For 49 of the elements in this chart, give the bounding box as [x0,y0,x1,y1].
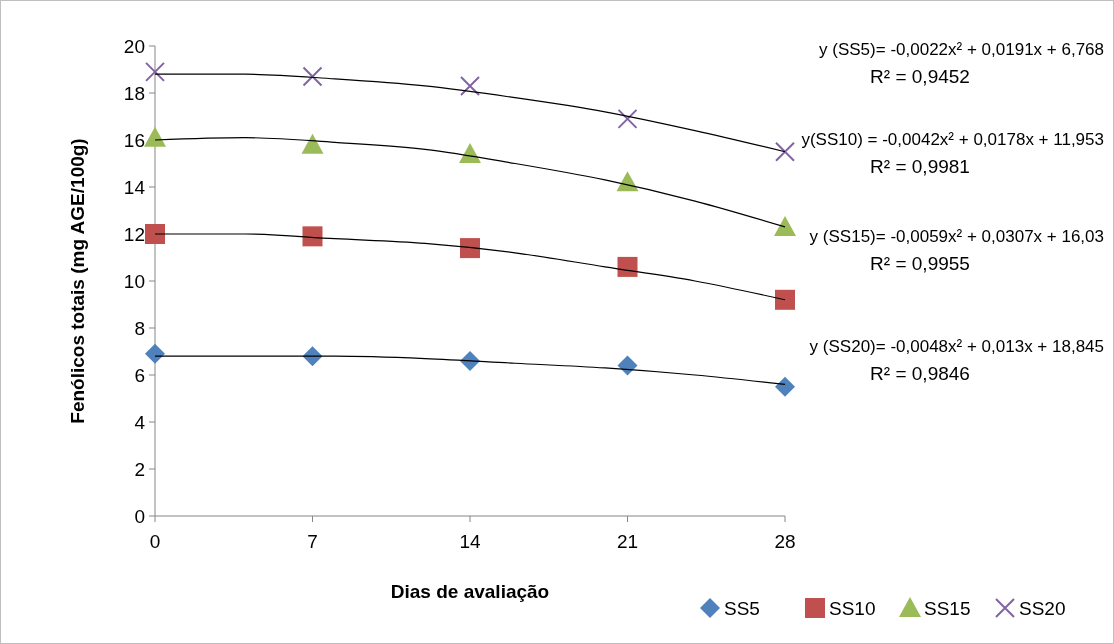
point [302,66,323,87]
x-axis-title: Dias de avaliação [390,581,550,602]
point [617,355,638,376]
point [460,238,480,259]
legend-label: SS15 [924,597,971,619]
legend-label: SS10 [829,597,876,619]
y-tick-label: 12 [123,223,145,245]
point [617,256,638,277]
y-tick-label: 8 [134,317,145,339]
text: R² = 0,9981 [870,156,970,177]
point [301,133,324,154]
text: y (SS15)= -0,0059x² + 0,0307x + 16,03 [809,227,1104,246]
y-tick-label: 2 [134,458,145,480]
x-tick-label: 14 [459,531,481,552]
y-tick-label: 16 [123,129,145,151]
y-tick-label: 0 [134,505,145,527]
text: y (SS20)= -0,0048x² + 0,013x + 18,845 [809,337,1104,356]
y-tick-label: 4 [134,411,146,433]
legend-label: SS20 [1019,597,1066,619]
line-series [154,73,786,153]
y-tick-label: 20 [123,35,145,57]
text: R² = 0,9955 [870,253,970,274]
x-tick-label: 0 [149,531,161,552]
point [302,226,323,247]
point [145,61,165,82]
x-tick-label: 7 [307,531,318,552]
point [617,108,638,129]
text: y(SS10) = -0,0042x² + 0,0178x + 11,953 [801,130,1104,149]
y-tick-label: 18 [123,82,145,104]
x-tick-label: 21 [616,531,639,552]
y-tick-label: 6 [134,364,145,386]
text: R² = 0,9452 [870,66,970,87]
point [144,126,166,147]
y-tick-label: 14 [123,176,146,198]
point [775,141,795,162]
point [302,346,323,367]
y-tick-label: 10 [123,270,145,292]
text: R² = 0,9846 [870,363,970,384]
x-tick-label: 28 [774,531,796,552]
point [774,215,796,236]
point [459,143,481,164]
legend-label: SS5 [724,597,760,619]
point [775,376,795,397]
point [460,75,480,96]
point [145,224,165,244]
text: y (SS5)= -0,0022x² + 0,0191x + 6,768 [819,40,1104,59]
point [145,343,165,364]
point [775,289,795,310]
y-axis-title: Fenólicos totais (mg AGE/100g) [67,138,88,424]
